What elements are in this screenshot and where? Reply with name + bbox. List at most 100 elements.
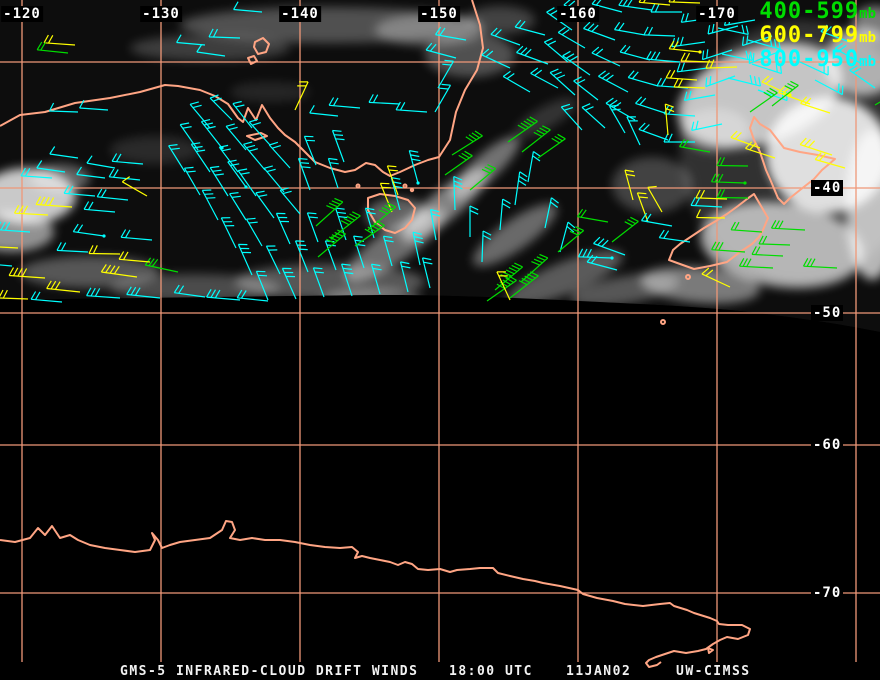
wind-barb: [111, 153, 144, 165]
wind-barb: [309, 104, 339, 117]
cloud-field: [0, 6, 880, 312]
longitude-label: -130: [140, 6, 182, 22]
wind-barb: [507, 116, 538, 143]
wind-barb: [208, 28, 241, 39]
wind-barb: [0, 221, 31, 233]
wind-barb: [255, 270, 269, 301]
wind-barb: [626, 116, 641, 146]
coastlines: [0, 0, 836, 668]
wind-barb: [183, 166, 201, 196]
wind-barb: [0, 289, 29, 300]
wind-barb: [297, 157, 311, 191]
wind-barb: [196, 44, 226, 57]
wind-barb: [695, 189, 728, 200]
wind-barb: [638, 0, 671, 6]
wind-barb: [636, 192, 649, 223]
longitude-label: -160: [557, 6, 599, 22]
wind-barb: [745, 141, 776, 159]
wind-barb: [312, 267, 325, 298]
wind-barb: [562, 50, 591, 76]
wind-barb: [727, 74, 762, 87]
wind-barb: [490, 27, 521, 46]
wind-barb: [638, 122, 669, 141]
wind-barb: [86, 287, 121, 299]
wind-barb: [48, 102, 79, 113]
wind-barb: [716, 189, 749, 199]
caption-bar: GMS-5 INFRARED-CLOUD DRIFT WINDS 18:00 U…: [0, 663, 880, 680]
wind-barb: [229, 192, 247, 221]
wind-barb: [509, 271, 539, 299]
wind-barb: [390, 177, 403, 211]
latitude-label: -60: [811, 437, 844, 453]
wind-barb: [255, 190, 275, 219]
legend-range: 600-799: [759, 23, 860, 48]
wind-barb: [176, 34, 206, 46]
wind-barb: [741, 35, 773, 47]
wind-barb: [520, 253, 549, 283]
wind-barb: [225, 123, 247, 151]
wind-barb: [96, 188, 129, 201]
wind-barb: [36, 41, 69, 54]
wind-barb: [710, 173, 746, 184]
wind-barb: [635, 96, 666, 114]
wind-barb: [707, 23, 739, 35]
wind-barb: [268, 141, 291, 169]
wind-barb: [557, 226, 585, 253]
wind-barb: [173, 284, 206, 298]
wind-barb: [370, 263, 382, 295]
wind-barb: [421, 257, 433, 289]
legend-unit: mb: [859, 6, 876, 22]
coastline-antarctica: [0, 520, 751, 668]
wind-barb: [701, 267, 731, 288]
station-dot: [698, 50, 702, 54]
wind-barb: [591, 0, 623, 13]
wind-barb: [738, 258, 774, 269]
wind-barbs-layer: [0, 0, 880, 303]
wind-barb: [20, 167, 53, 179]
wind-barb: [544, 197, 559, 229]
wind-barb: [549, 68, 576, 96]
wind-barb: [120, 229, 153, 241]
wind-barb: [691, 120, 723, 131]
legend-range: 400-599: [759, 0, 860, 24]
wind-barb: [434, 83, 452, 113]
wind-barb: [265, 245, 281, 275]
wind-barb: [315, 197, 344, 227]
coastline-tasmania: [367, 193, 416, 234]
wind-barb: [770, 220, 806, 231]
wind-barb: [368, 94, 401, 105]
wind-barb: [499, 198, 511, 231]
wind-barb: [583, 21, 616, 41]
wind-barb: [451, 130, 483, 156]
wind-barb: [237, 168, 257, 197]
wind-barb: [354, 220, 385, 247]
wind-barb: [581, 103, 606, 129]
wind-barb: [668, 40, 701, 53]
wind-barb: [598, 70, 629, 93]
wind-barb: [281, 267, 297, 300]
station-dot: [416, 181, 420, 185]
salt-lake-outline-2: [247, 55, 258, 65]
wind-barb: [761, 75, 791, 96]
wind-barb: [814, 79, 844, 96]
wind-barb: [481, 48, 511, 69]
wind-barb: [275, 212, 291, 245]
island-dot: [402, 183, 408, 189]
station-dot: [610, 256, 614, 260]
wind-barb: [721, 50, 753, 61]
latitude-label: -40: [811, 180, 844, 196]
latlon-grid: [0, 0, 880, 662]
wind-barb: [834, 42, 863, 65]
wind-barb: [263, 165, 285, 193]
longitude-label: -140: [279, 6, 321, 22]
legend-unit: mb: [859, 30, 876, 46]
wind-barb: [560, 103, 583, 131]
wind-barb: [36, 160, 66, 173]
wind-barb: [327, 157, 339, 189]
wind-barb: [341, 263, 354, 297]
wind-barb: [86, 155, 116, 169]
legend-item-400-599: 400-599mb: [759, 1, 876, 25]
wind-barb: [537, 133, 566, 159]
wind-barb: [408, 150, 421, 184]
wind-barb: [218, 144, 239, 173]
